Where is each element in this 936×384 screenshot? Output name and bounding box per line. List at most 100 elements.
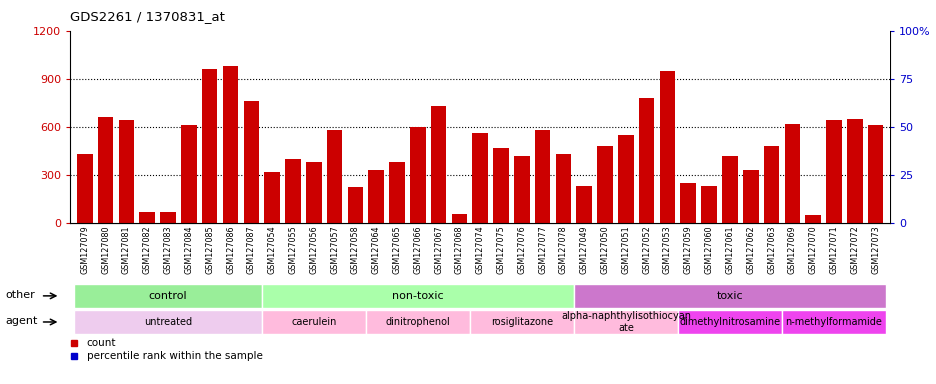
Text: GDS2261 / 1370831_at: GDS2261 / 1370831_at (70, 10, 225, 23)
Point (826, 39, 841, 45)
Bar (368, 170, 384, 223)
Bar (573, 310, 677, 334)
Bar (431, 106, 446, 223)
Point (680, 76, 695, 82)
Point (139, 137, 154, 143)
Bar (677, 310, 782, 334)
Point (763, 135, 778, 141)
Point (223, 31, 238, 38)
Bar (534, 130, 549, 223)
Point (742, 43, 757, 49)
Bar (618, 135, 633, 223)
Point (638, 31, 653, 38)
Point (98, 37, 113, 43)
Bar (783, 124, 799, 223)
Bar (846, 119, 862, 223)
Bar (139, 212, 154, 223)
Text: caerulein: caerulein (291, 317, 336, 327)
Bar (77, 154, 93, 223)
Point (285, 45, 300, 51)
Bar (243, 101, 259, 223)
Bar (576, 186, 592, 223)
Point (514, 47, 529, 53)
Point (347, 78, 362, 84)
Bar (514, 156, 529, 223)
Point (182, 39, 197, 45)
Bar (867, 125, 883, 223)
Bar (555, 154, 571, 223)
Bar (74, 310, 261, 334)
Bar (285, 159, 300, 223)
Point (805, 143, 820, 149)
Point (389, 47, 404, 53)
Bar (306, 162, 321, 223)
Point (472, 43, 487, 49)
Point (555, 45, 570, 51)
Point (264, 51, 279, 57)
Bar (347, 187, 363, 223)
Text: rosiglitazone: rosiglitazone (490, 317, 552, 327)
Bar (261, 284, 573, 308)
Text: agent: agent (6, 316, 37, 326)
Bar (160, 212, 176, 223)
Point (78, 60, 93, 66)
Bar (805, 215, 820, 223)
Bar (763, 146, 779, 223)
Bar (119, 120, 134, 223)
Bar (700, 186, 716, 223)
Bar (659, 71, 675, 223)
Bar (410, 127, 425, 223)
Bar (223, 66, 238, 223)
Point (722, 51, 737, 57)
Point (867, 41, 882, 47)
Bar (472, 133, 488, 223)
Bar (742, 170, 758, 223)
Point (618, 41, 633, 47)
Bar (365, 310, 469, 334)
Point (431, 35, 446, 41)
Bar (638, 98, 653, 223)
Text: alpha-naphthylisothiocyan
ate: alpha-naphthylisothiocyan ate (561, 311, 690, 333)
Text: dinitrophenol: dinitrophenol (385, 317, 449, 327)
Point (701, 141, 716, 147)
Point (327, 51, 342, 57)
Text: n-methylformamide: n-methylformamide (784, 317, 882, 327)
Point (119, 39, 134, 45)
Bar (201, 69, 217, 223)
Bar (264, 172, 280, 223)
Bar (492, 147, 508, 223)
Text: untreated: untreated (144, 317, 192, 327)
Bar (596, 146, 612, 223)
Text: percentile rank within the sample: percentile rank within the sample (86, 351, 262, 361)
Point (202, 31, 217, 38)
Bar (573, 284, 885, 308)
Text: dimethylnitrosamine: dimethylnitrosamine (679, 317, 780, 327)
Point (659, 76, 674, 82)
Bar (826, 120, 841, 223)
Bar (469, 310, 573, 334)
Point (410, 41, 425, 47)
Bar (782, 310, 885, 334)
Bar (261, 310, 365, 334)
Bar (327, 130, 342, 223)
Point (534, 70, 549, 76)
Text: count: count (86, 338, 116, 348)
Point (243, 35, 258, 41)
Bar (181, 125, 197, 223)
Point (597, 39, 612, 45)
Bar (722, 156, 737, 223)
Text: other: other (6, 290, 35, 300)
Point (784, 39, 799, 45)
Point (160, 145, 175, 151)
Bar (388, 162, 404, 223)
Point (493, 45, 508, 51)
Point (451, 49, 466, 55)
Bar (451, 214, 467, 223)
Point (368, 51, 383, 57)
Bar (74, 284, 261, 308)
Text: control: control (149, 291, 187, 301)
Bar (97, 117, 113, 223)
Text: toxic: toxic (716, 291, 742, 301)
Point (306, 47, 321, 53)
Bar (680, 183, 695, 223)
